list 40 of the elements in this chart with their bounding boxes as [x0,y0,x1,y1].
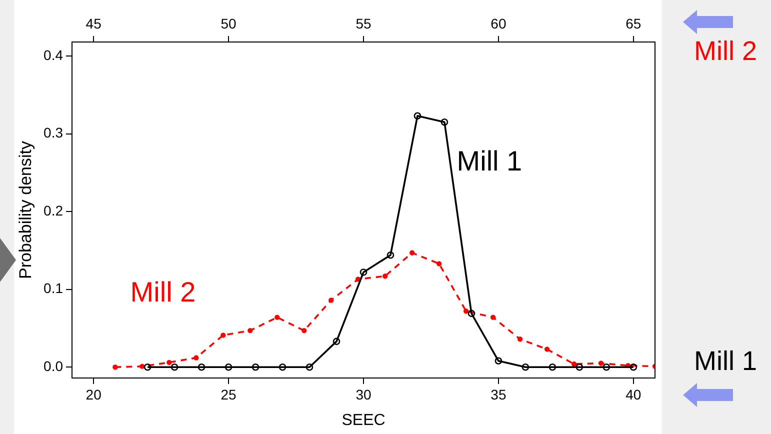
point [360,268,368,276]
point [252,363,260,371]
x2-tick-label: 65 [626,15,642,32]
text: Mill 1 [694,346,758,376]
x2-tick-label: 60 [490,15,506,32]
x-tick-label: 40 [626,386,642,402]
y-tick-label: 0.0 [44,358,64,374]
x-tick-label: 30 [356,386,372,402]
text: Mill 2 [694,36,758,66]
x-tick-label: 20 [86,386,102,402]
point [332,338,340,346]
x2-tick-label: 50 [220,15,237,32]
point [224,363,232,371]
point [170,363,178,371]
x-axis-title: SEEC [342,412,386,429]
y-tick-label: 0.1 [44,280,64,296]
x-tick-label: 25 [220,386,237,402]
x-tick-label: 35 [490,386,506,402]
point [198,363,206,371]
y-axis-title: Probability density [16,140,35,279]
y-tick-label: 0.4 [44,46,64,63]
point [494,357,502,365]
point [306,363,314,371]
point [630,363,638,371]
point [414,112,422,120]
y-tick-label: 0.2 [44,202,64,218]
series-label: Mill 2 [130,276,196,308]
x2-tick-label: 55 [356,15,372,32]
point [440,118,448,126]
y-tick-label: 0.3 [44,124,64,141]
series-label: Mill 1 [456,146,522,177]
point [522,363,530,371]
point [278,363,286,371]
point [602,363,610,371]
point [144,363,152,371]
x2-tick-label: 45 [86,15,102,32]
point [576,363,584,371]
point [386,251,394,259]
point [548,363,556,371]
point [468,310,476,318]
